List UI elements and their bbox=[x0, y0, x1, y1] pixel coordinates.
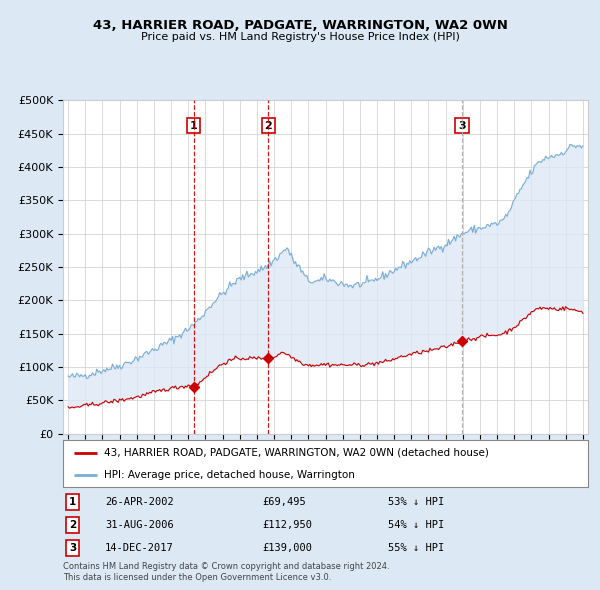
Text: This data is licensed under the Open Government Licence v3.0.: This data is licensed under the Open Gov… bbox=[63, 573, 331, 582]
Text: 14-DEC-2017: 14-DEC-2017 bbox=[105, 543, 174, 553]
Text: HPI: Average price, detached house, Warrington: HPI: Average price, detached house, Warr… bbox=[104, 470, 355, 480]
Text: 31-AUG-2006: 31-AUG-2006 bbox=[105, 520, 174, 530]
Text: Contains HM Land Registry data © Crown copyright and database right 2024.: Contains HM Land Registry data © Crown c… bbox=[63, 562, 389, 571]
Text: 26-APR-2002: 26-APR-2002 bbox=[105, 497, 174, 507]
Text: £139,000: £139,000 bbox=[263, 543, 313, 553]
Text: 3: 3 bbox=[458, 120, 466, 130]
Text: 2: 2 bbox=[265, 120, 272, 130]
Text: £112,950: £112,950 bbox=[263, 520, 313, 530]
Text: 55% ↓ HPI: 55% ↓ HPI bbox=[389, 543, 445, 553]
Text: 3: 3 bbox=[69, 543, 76, 553]
Text: 1: 1 bbox=[190, 120, 197, 130]
Text: 2: 2 bbox=[69, 520, 76, 530]
Text: 54% ↓ HPI: 54% ↓ HPI bbox=[389, 520, 445, 530]
Text: £69,495: £69,495 bbox=[263, 497, 306, 507]
Text: 43, HARRIER ROAD, PADGATE, WARRINGTON, WA2 0WN (detached house): 43, HARRIER ROAD, PADGATE, WARRINGTON, W… bbox=[104, 448, 489, 458]
Text: Price paid vs. HM Land Registry's House Price Index (HPI): Price paid vs. HM Land Registry's House … bbox=[140, 32, 460, 42]
Text: 1: 1 bbox=[69, 497, 76, 507]
Text: 53% ↓ HPI: 53% ↓ HPI bbox=[389, 497, 445, 507]
Text: 43, HARRIER ROAD, PADGATE, WARRINGTON, WA2 0WN: 43, HARRIER ROAD, PADGATE, WARRINGTON, W… bbox=[92, 19, 508, 32]
